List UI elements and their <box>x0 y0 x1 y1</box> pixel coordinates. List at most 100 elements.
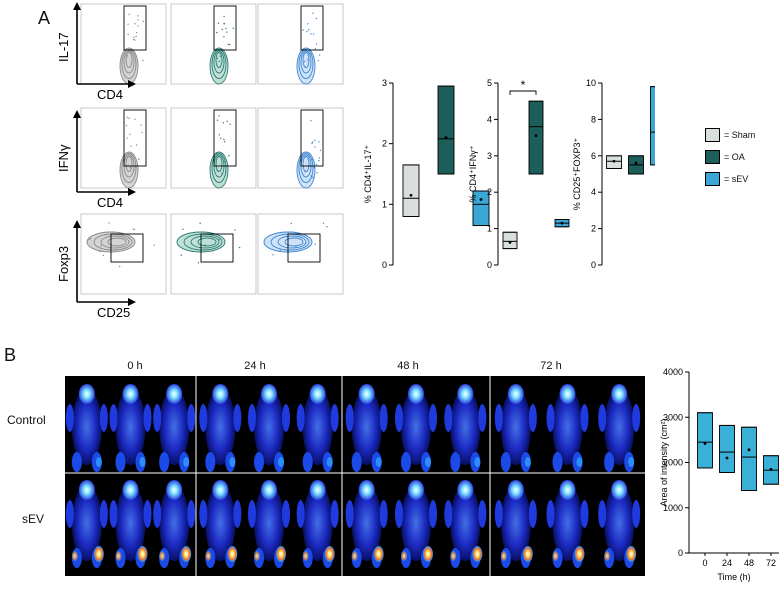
flow-event-dot <box>311 141 314 143</box>
y-tick-label: 4 <box>487 114 492 124</box>
box-mean-dot <box>634 161 638 165</box>
box-area-chart-1: 24 <box>719 424 735 568</box>
mouse-r1-p1-m3 <box>153 384 196 472</box>
flow-ylabel-row-2: IFNγ <box>56 144 71 172</box>
mouse-body <box>450 389 481 465</box>
timepoint-label-24h: 24 h <box>244 360 266 372</box>
mouse-signal-spot <box>229 457 236 467</box>
mouse-body <box>254 389 284 465</box>
box-mean-dot <box>508 241 512 244</box>
flow-gate <box>287 233 321 263</box>
flow-contour <box>300 50 312 74</box>
mouse-limb <box>109 500 118 528</box>
mouse-head <box>611 384 628 404</box>
flow-event-dot <box>223 23 226 25</box>
flow-event-dot <box>222 122 224 124</box>
flow-event-dot <box>218 60 220 62</box>
flow-xlabel-row-1: CD4 <box>97 87 123 102</box>
flow-event-dot <box>312 12 314 14</box>
flow-event-dot <box>287 231 289 234</box>
flow-event-dot <box>128 13 130 16</box>
mouse-signal-hotspot <box>450 551 457 561</box>
flow-event-dot <box>311 158 313 161</box>
mouse-head <box>457 480 474 500</box>
mouse-body <box>401 485 431 561</box>
flow-event-dot <box>127 164 129 166</box>
flow-event-dot <box>108 222 110 224</box>
box-body <box>528 100 544 175</box>
box-il17-chart-1 <box>437 85 455 175</box>
flow-event-dot <box>279 249 281 251</box>
y-tick-label: 2000 <box>663 458 683 468</box>
flow-gate <box>300 109 324 167</box>
mouse-signal-spot <box>474 457 481 467</box>
flow-ylabel-row-3: Foxp3 <box>56 246 71 282</box>
flow-event-dot <box>137 25 139 27</box>
flow-event-dot <box>308 29 310 31</box>
flow-event-dot <box>312 176 314 179</box>
mouse-r2-p4-m2 <box>546 480 589 568</box>
mouse-limb <box>296 500 305 528</box>
mouse-signal-spot <box>326 457 333 467</box>
flow-event-dot <box>310 53 312 55</box>
y-tick-label: 1 <box>487 224 492 234</box>
flow-event-dot <box>137 169 139 171</box>
row-label-sev: sEV <box>22 512 45 526</box>
mouse-head <box>166 384 183 404</box>
legend-item-sev: = sEV <box>705 172 755 186</box>
legend-label-sham: = Sham <box>724 130 756 140</box>
mouse-limb <box>632 404 641 432</box>
flow-event-dot <box>217 22 220 24</box>
flow-xlabel-row-2: CD4 <box>97 195 123 210</box>
flow-event-dot <box>300 233 303 236</box>
mouse-limb <box>598 500 607 528</box>
mouse-signal-spot <box>95 457 102 467</box>
mouse-limb <box>233 404 242 432</box>
mouse-limb <box>494 404 503 432</box>
flow-event-dot <box>221 172 223 175</box>
flow-event-dot <box>225 171 227 173</box>
legend: = Sham = OA = sEV <box>705 128 755 186</box>
mouse-limb <box>351 452 362 472</box>
y-tick-label: 5 <box>487 78 492 88</box>
legend-item-sham: = Sham <box>705 128 755 142</box>
mouse-body <box>254 485 284 561</box>
mouse-limb <box>71 452 82 472</box>
flow-contour <box>284 237 304 247</box>
y-tick-label: 0 <box>678 548 683 558</box>
flow-event-dot <box>141 131 143 134</box>
mouse-signal-spot <box>628 457 635 467</box>
legend-label-sev: = sEV <box>724 174 749 184</box>
box-ifng-chart-2 <box>554 219 570 228</box>
flow-event-dot <box>88 238 91 241</box>
mouse-signal-hotspot <box>302 551 309 561</box>
flow-event-dot <box>304 171 306 173</box>
flow-event-dot <box>118 265 121 268</box>
mouse-r2-p4-m1 <box>494 480 537 568</box>
flow-event-dot <box>134 23 136 25</box>
mouse-signal-hotspot <box>472 546 483 562</box>
flow-event-dot <box>216 57 219 60</box>
mouse-signal-spot <box>139 457 146 467</box>
mouse-limb <box>99 500 108 528</box>
mouse-head <box>309 384 326 404</box>
y-tick-label: 1000 <box>663 503 683 513</box>
box-area-chart-0: 0 <box>697 412 713 568</box>
mouse-limb <box>153 404 162 432</box>
flow-event-dot <box>215 162 217 164</box>
flow-event-dot <box>133 169 135 171</box>
mouse-body <box>500 389 531 465</box>
mouse-limb <box>546 404 555 432</box>
flow-event-dot <box>180 254 182 257</box>
mouse-limb <box>345 500 354 528</box>
mouse-head <box>408 384 424 404</box>
mouse-signal-hotspot <box>159 551 166 561</box>
flow-event-dot <box>134 166 137 169</box>
flow-event-dot <box>129 166 131 169</box>
mouse-limb <box>143 500 152 528</box>
flow-event-dot <box>326 226 328 228</box>
timepoint-label-48h: 48 h <box>397 360 419 372</box>
flow-event-dot <box>316 172 318 174</box>
mouse-r1-p2-m2 <box>248 384 290 472</box>
flow-contour <box>125 156 133 172</box>
